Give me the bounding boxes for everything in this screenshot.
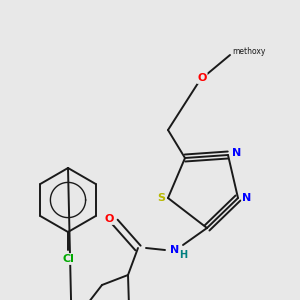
Text: N: N — [232, 148, 242, 158]
Text: O: O — [197, 73, 207, 83]
Text: Cl: Cl — [62, 254, 74, 264]
Text: O: O — [104, 214, 114, 224]
Text: methoxy: methoxy — [232, 47, 266, 56]
Text: S: S — [157, 193, 165, 203]
Text: N: N — [242, 193, 252, 203]
Text: N: N — [170, 245, 180, 255]
Text: H: H — [179, 250, 187, 260]
